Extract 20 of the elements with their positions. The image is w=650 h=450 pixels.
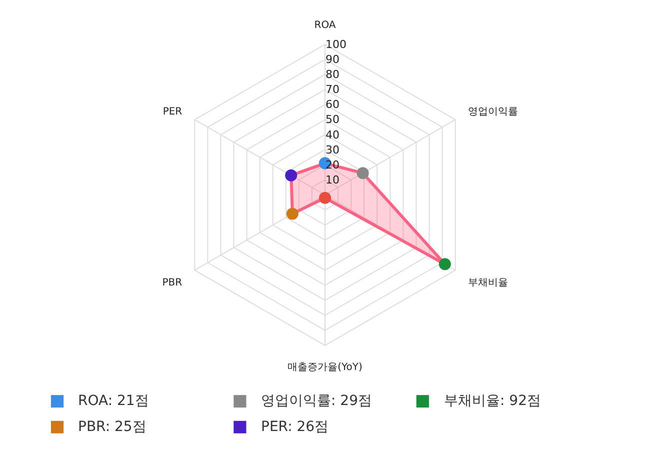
y-tick-label: 90 bbox=[326, 53, 340, 66]
spoke-label: ROA bbox=[314, 20, 336, 31]
spoke-label: 영업이익률 bbox=[468, 106, 518, 118]
y-tick-label: 40 bbox=[326, 128, 340, 142]
spoke-label: PER bbox=[162, 106, 182, 118]
y-tick-label: 100 bbox=[326, 38, 346, 51]
y-tick-label: 30 bbox=[326, 143, 340, 156]
y-tick-label: 50 bbox=[326, 113, 340, 126]
text: PBR: 25점 bbox=[78, 419, 146, 435]
y-tick-label: 10 bbox=[326, 173, 340, 186]
text: ROA: 21점 bbox=[78, 393, 149, 409]
spoke-label: PBR bbox=[162, 277, 182, 288]
y-tick-label: 80 bbox=[326, 68, 340, 82]
text: PER: 26점 bbox=[261, 419, 329, 435]
y-tick-label: 70 bbox=[326, 83, 340, 96]
spoke-label: 매출증가율(YoY) bbox=[288, 362, 362, 373]
y-tick-label: 60 bbox=[326, 98, 340, 112]
spoke-label: 부채비율 bbox=[468, 277, 508, 288]
text: 영업이익률: 29점 bbox=[261, 393, 372, 409]
text: 부채비율: 92점 bbox=[444, 393, 541, 409]
